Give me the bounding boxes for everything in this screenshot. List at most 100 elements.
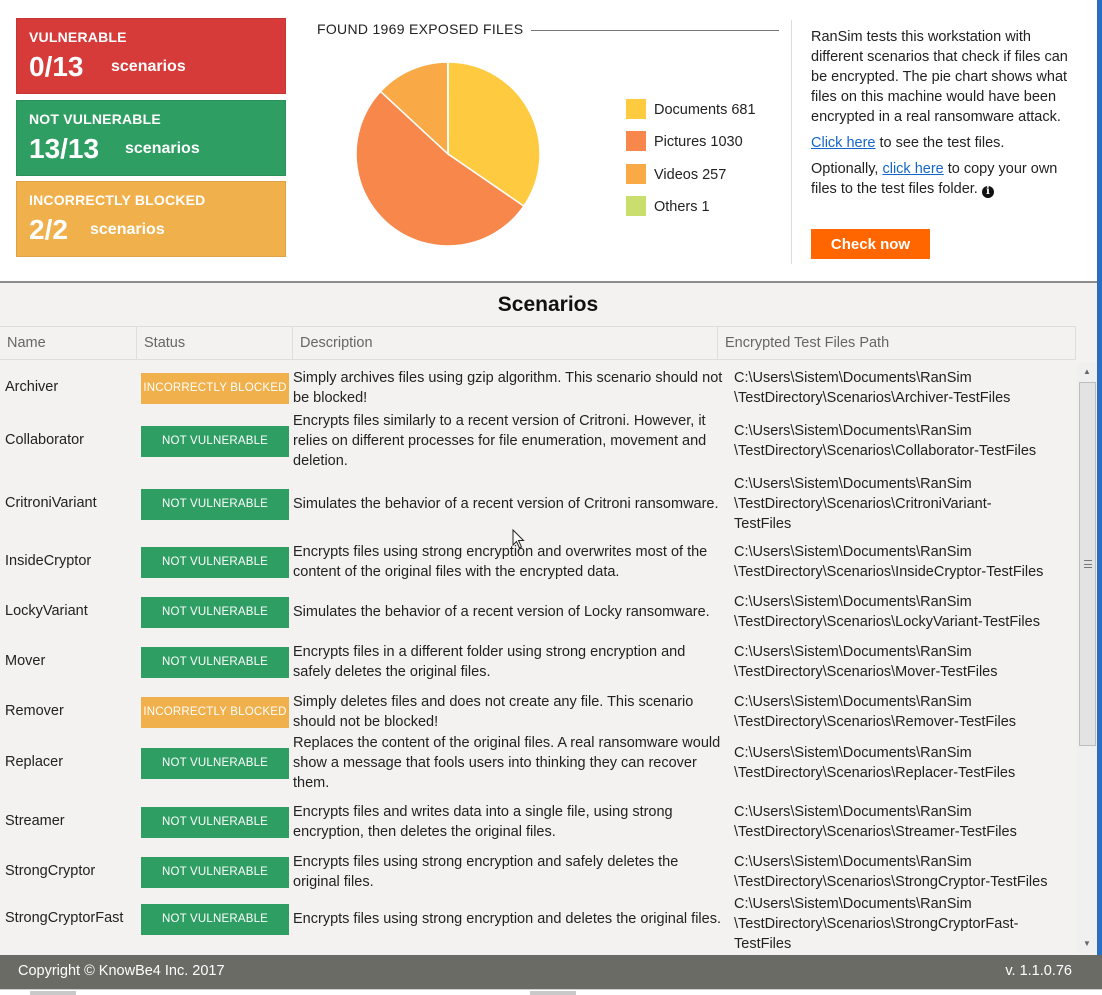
window-bottom-edge [0, 989, 1102, 995]
not-vulnerable-label: NOT VULNERABLE [29, 111, 161, 127]
scenario-description: Encrypts files using strong encryption a… [293, 854, 679, 890]
divider [791, 20, 792, 264]
scenario-path: C:\Users\Sistem\Documents\RanSim \TestDir… [734, 802, 1074, 842]
path-line: C:\Users\Sistem\Documents\RanSim [734, 896, 972, 912]
table-row[interactable]: LockyVariant NOT VULNERABLE Simulates the … [0, 588, 1076, 636]
scenario-name: Archiver [5, 379, 59, 395]
scenario-name: InsideCryptor [5, 553, 92, 569]
strip-tab-center [530, 991, 576, 995]
scenario-path: C:\Users\Sistem\Documents\RanSim \TestDir… [734, 852, 1074, 892]
status-badge: NOT VULNERABLE [141, 806, 289, 838]
scenario-name: Streamer [5, 813, 65, 829]
copy-files-link[interactable]: click here [882, 161, 944, 177]
scenario-path: C:\Users\Sistem\Documents\RanSim \TestDir… [734, 421, 1074, 461]
mouse-cursor-icon [512, 529, 525, 549]
scroll-up-arrow-icon[interactable]: ▲ [1083, 367, 1091, 376]
see-test-files-link[interactable]: Click here [811, 135, 876, 151]
info-icon[interactable]: i [981, 186, 994, 198]
table-row[interactable]: CritroniVariant NOT VULNERABLE Simulates t… [0, 472, 1076, 536]
path-line: C:\Users\Sistem\Documents\RanSim [734, 594, 972, 610]
not-vulnerable-card: NOT VULNERABLE 13/13 scenarios [16, 100, 286, 176]
scenarios-section: Scenarios Name Status Description Encryp… [0, 283, 1102, 955]
table-row[interactable]: StrongCryptor NOT VULNERABLE Encrypts file… [0, 848, 1076, 896]
incorrectly-blocked-label: INCORRECTLY BLOCKED [29, 192, 206, 208]
path-line: \TestDirectory\Scenarios\StrongCryptorFa… [734, 916, 1019, 932]
table-row[interactable]: Streamer NOT VULNERABLE Encrypts files and… [0, 798, 1076, 846]
status-badge: NOT VULNERABLE [141, 425, 289, 457]
path-line: \TestDirectory\Scenarios\Replacer-TestFi… [734, 765, 1016, 781]
scenario-path: C:\Users\Sistem\Documents\RanSim \TestDir… [734, 474, 1074, 534]
copy-files-line: Optionally, click here to copy your own … [811, 159, 1086, 199]
scenario-name: StrongCryptor [5, 863, 96, 879]
scenarios-title: Scenarios [497, 293, 599, 316]
pie-chart-header: FOUND 1969 EXPOSED FILES [317, 21, 779, 41]
pie-legend: Documents 681 Pictures 1030 Videos 257 Othe… [626, 99, 756, 229]
scenario-path: C:\Users\Sistem\Documents\RanSim \TestDir… [734, 642, 1074, 682]
table-row[interactable]: Archiver INCORRECTLY BLOCKED Simply archiv… [0, 366, 1076, 410]
scenario-path: C:\Users\Sistem\Documents\RanSim \TestDir… [734, 592, 1074, 632]
version: v. 1.1.0.76 [1005, 963, 1072, 979]
legend-swatch [626, 196, 646, 217]
table-row[interactable]: Collaborator NOT VULNERABLE Encrypts files… [0, 411, 1076, 471]
table-row[interactable]: Mover NOT VULNERABLE Encrypts files in a d… [0, 638, 1076, 686]
pie-chart-title: FOUND 1969 EXPOSED FILES [317, 21, 532, 37]
check-now-button[interactable]: Check now [811, 229, 930, 259]
info-text: RanSim tests this workstation with diffe… [811, 27, 1086, 205]
scenario-name: Mover [5, 653, 46, 669]
scenario-description: Replaces the content of the original fil… [293, 735, 721, 791]
legend-label: Documents 681 [654, 102, 756, 118]
legend-swatch [626, 99, 646, 119]
column-header-status[interactable]: Status [137, 327, 293, 360]
scenario-name: Replacer [5, 754, 64, 770]
status-badge: NOT VULNERABLE [141, 747, 289, 779]
table-row[interactable]: Replacer NOT VULNERABLE Replaces the conte… [0, 733, 1076, 793]
legend-label: Others 1 [654, 199, 710, 216]
not-vulnerable-count: 13/13 [29, 133, 100, 164]
path-line: \TestDirectory\Scenarios\Archiver-TestFi… [734, 390, 1011, 406]
path-line: \TestDirectory\Scenarios\CritroniVariant… [734, 496, 992, 512]
status-badge: NOT VULNERABLE [141, 646, 289, 678]
column-header-name[interactable]: Name [0, 327, 137, 360]
see-test-files-text: to see the test files. [875, 135, 1005, 151]
vulnerable-unit: scenarios [111, 58, 186, 75]
copy-files-prefix: Optionally, [811, 161, 883, 177]
scenario-path: C:\Users\Sistem\Documents\RanSim \TestDir… [734, 894, 1074, 954]
table-row[interactable]: InsideCryptor NOT VULNERABLE Encrypts file… [0, 538, 1076, 586]
path-line: \TestDirectory\Scenarios\Mover-TestFiles [734, 664, 998, 680]
vulnerable-count: 0/13 [29, 51, 84, 82]
path-line: TestFiles [734, 936, 792, 952]
scenario-description: Simulates the behavior of a recent versi… [293, 496, 719, 512]
column-header-path[interactable]: Encrypted Test Files Path [718, 327, 1076, 360]
legend-swatch [626, 163, 646, 184]
scenario-path: C:\Users\Sistem\Documents\RanSim \TestDir… [734, 542, 1074, 582]
background-window-edge [1097, 0, 1102, 955]
scroll-down-arrow-icon[interactable]: ▼ [1083, 939, 1091, 948]
grip-icon [1084, 560, 1092, 568]
legend-item-videos: Videos 257 [626, 163, 756, 196]
scenario-name: StrongCryptorFast [5, 910, 124, 926]
scenario-name: CritroniVariant [5, 495, 97, 511]
legend-item-documents: Documents 681 [626, 99, 756, 131]
column-header-description[interactable]: Description [293, 327, 718, 360]
table-row[interactable]: StrongCryptorFast NOT VULNERABLE Encrypts … [0, 894, 1076, 952]
legend-label: Videos 257 [654, 166, 727, 183]
incorrectly-blocked-unit: scenarios [90, 221, 165, 238]
scenario-description: Simulates the behavior of a recent versi… [293, 604, 710, 620]
status-badge: INCORRECTLY BLOCKED [141, 372, 289, 404]
status-badge: INCORRECTLY BLOCKED [141, 696, 289, 728]
path-line: \TestDirectory\Scenarios\StrongCryptor-T… [734, 874, 1048, 890]
pie-slice-videos [379, 61, 449, 156]
test-files-line: Click here to see the test files. [811, 133, 1086, 153]
scroll-thumb[interactable] [1079, 382, 1096, 746]
scenario-description: Encrypts files and writes data into a si… [293, 804, 673, 840]
status-badge: NOT VULNERABLE [141, 856, 289, 888]
scenario-description: Encrypts files using strong encryption a… [293, 911, 721, 927]
table-row[interactable]: Remover INCORRECTLY BLOCKED Simply deletes… [0, 688, 1076, 736]
vulnerable-card: VULNERABLE 0/13 scenarios [16, 18, 286, 94]
not-vulnerable-unit: scenarios [125, 140, 200, 157]
path-line: \TestDirectory\Scenarios\Remover-TestFil… [734, 714, 1017, 730]
title-rule [317, 30, 779, 31]
scenario-path: C:\Users\Sistem\Documents\RanSim \TestDir… [734, 692, 1074, 732]
scenario-table-body: Archiver INCORRECTLY BLOCKED Simply archiv… [0, 283, 1076, 955]
table-scrollbar[interactable]: ▲ ▼ [1077, 363, 1097, 953]
